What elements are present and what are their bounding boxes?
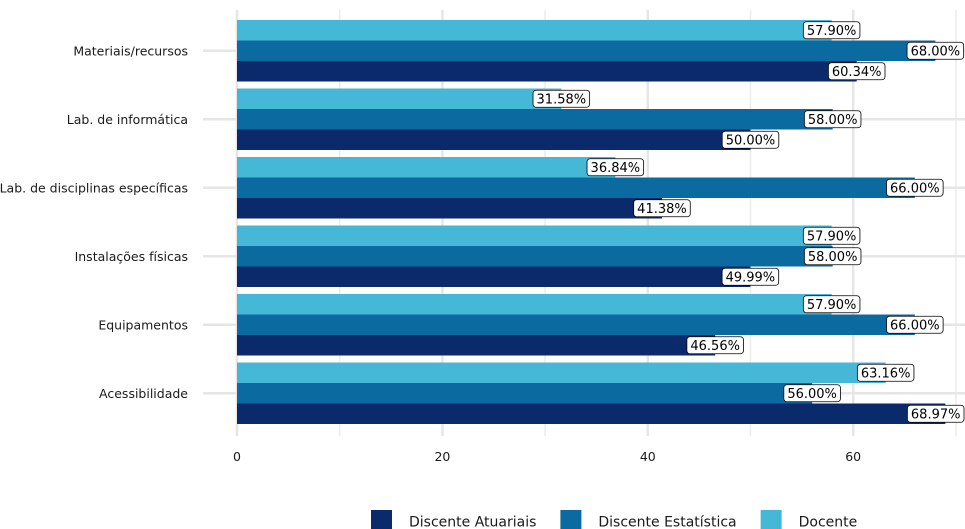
data-label: 63.16% (856, 363, 915, 382)
legend-swatch (560, 510, 582, 529)
data-label-text: 66.00% (890, 318, 940, 333)
legend-swatch (760, 510, 782, 529)
data-label-text: 66.00% (890, 181, 940, 196)
data-label-text: 57.90% (807, 229, 857, 244)
y-axis: Materiais/recursos Lab. de informática Lab… (0, 43, 188, 401)
bars (237, 20, 946, 424)
data-label: 68.00% (906, 41, 965, 60)
data-label: 58.00% (803, 110, 862, 129)
data-label-text: 68.00% (911, 44, 961, 59)
data-label: 49.99% (721, 267, 780, 286)
data-label-text: 63.16% (861, 366, 911, 381)
data-label-text: 68.97% (911, 407, 961, 422)
bar (237, 294, 832, 315)
data-label-text: 50.00% (726, 133, 776, 148)
data-label: 41.38% (633, 199, 691, 218)
y-tick-label: Lab. de informática (67, 112, 188, 127)
data-labels: 57.90% 31.58% 36.84% 57.90% 57.90% 63.16% 68.0… (532, 21, 965, 423)
bar (237, 40, 936, 61)
data-label: 68.97% (907, 404, 965, 423)
data-label: 60.34% (827, 62, 886, 81)
y-tick-label: Lab. de disciplinas específicas (0, 180, 188, 195)
data-label-text: 36.84% (591, 161, 641, 176)
x-tick-label: 20 (434, 449, 450, 464)
x-tick-label: 40 (640, 449, 656, 464)
bar (237, 246, 833, 267)
data-label: 66.00% (886, 178, 944, 197)
y-tick-label: Materiais/recursos (73, 43, 188, 58)
data-label-text: 41.38% (637, 202, 687, 217)
data-label: 56.00% (783, 384, 841, 403)
data-label-text: 60.34% (832, 65, 882, 80)
legend-item: Docente (760, 510, 858, 529)
x-tick-label: 0 (233, 449, 241, 464)
data-label: 57.90% (802, 295, 861, 314)
data-label: 57.90% (802, 226, 861, 245)
data-label: 66.00% (886, 315, 944, 334)
legend-swatch (371, 510, 392, 529)
bar (237, 177, 915, 198)
data-label-text: 56.00% (787, 387, 837, 402)
bar (237, 20, 832, 41)
data-label-text: 49.99% (726, 270, 776, 285)
bar (237, 198, 662, 219)
x-axis: 0 20 40 60 (233, 449, 861, 464)
data-label: 57.90% (802, 21, 861, 40)
bar (237, 383, 813, 404)
data-label-text: 57.90% (807, 298, 857, 313)
data-label: 36.84% (586, 158, 645, 177)
bar (237, 362, 886, 383)
data-label: 50.00% (721, 130, 780, 149)
y-tick-label: Acessibilidade (99, 386, 188, 401)
bar (237, 157, 616, 178)
data-label: 58.00% (803, 247, 862, 266)
data-label: 31.58% (532, 89, 591, 108)
bar (237, 314, 915, 335)
data-label: 46.56% (686, 336, 744, 355)
bar (237, 403, 946, 424)
bar (237, 109, 833, 130)
y-tick-label: Instalações físicas (75, 249, 188, 264)
data-label-text: 58.00% (808, 250, 858, 265)
x-tick-label: 60 (845, 449, 861, 464)
data-label-text: 58.00% (808, 113, 858, 128)
legend-item: Discente Estatística (560, 510, 737, 529)
bar (237, 225, 832, 246)
y-tick-label: Equipamentos (98, 317, 188, 332)
bar (237, 266, 751, 287)
data-label-text: 57.90% (807, 24, 857, 39)
bar (237, 88, 562, 109)
legend-item: Discente Atuariais (371, 510, 536, 529)
bar (237, 335, 716, 356)
legend-label: Docente (799, 515, 858, 529)
legend-label: Discente Atuariais (409, 515, 536, 529)
legend: Discente Atuariais Discente Estatística Do… (371, 510, 857, 529)
data-label-text: 46.56% (690, 339, 740, 354)
legend-label: Discente Estatística (598, 515, 736, 529)
bar (237, 129, 751, 150)
data-label-text: 31.58% (537, 92, 587, 107)
bar (237, 61, 857, 82)
